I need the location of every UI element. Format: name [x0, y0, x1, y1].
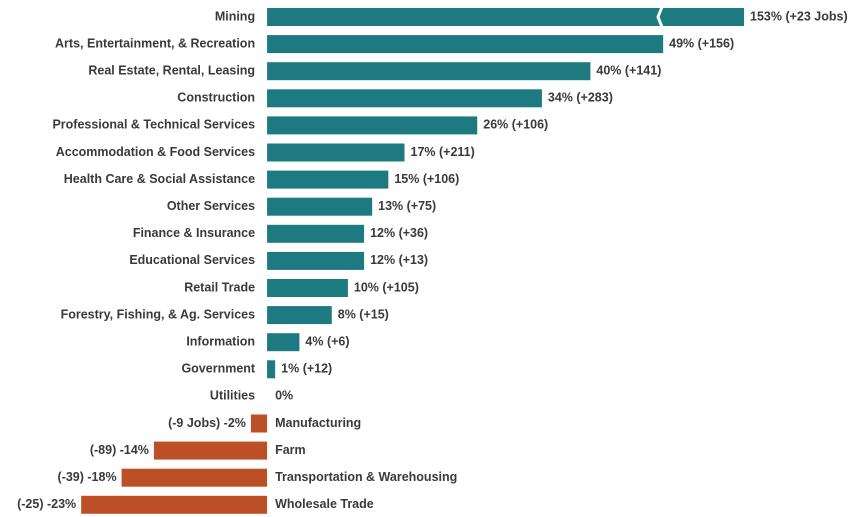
bar: [267, 62, 591, 81]
value-label: 10% (+105): [354, 280, 419, 294]
bar: [267, 360, 276, 379]
value-label: 26% (+106): [483, 118, 548, 132]
category-label: Manufacturing: [275, 416, 361, 430]
bar: [267, 224, 365, 243]
value-label: (-25) -23%: [17, 497, 76, 511]
category-label: Wholesale Trade: [275, 497, 374, 511]
value-label: 4% (+6): [305, 334, 349, 348]
bar: [153, 441, 268, 460]
bar: [267, 251, 365, 270]
axis-break: [656, 6, 664, 28]
category-label: Real Estate, Rental, Leasing: [88, 63, 255, 77]
value-label: 40% (+141): [596, 63, 661, 77]
bar: [267, 8, 744, 26]
value-label: 12% (+13): [370, 253, 428, 267]
bar: [267, 170, 389, 189]
bar: [267, 197, 373, 216]
value-label: 8% (+15): [338, 307, 389, 321]
bar: [267, 116, 478, 135]
value-label: (-39) -18%: [58, 470, 117, 484]
bar: [250, 414, 268, 433]
bar: [81, 495, 268, 514]
category-label: Other Services: [167, 199, 255, 213]
category-label: Professional & Technical Services: [52, 118, 255, 132]
category-label: Utilities: [210, 389, 255, 403]
bar: [267, 143, 405, 162]
category-label: Information: [186, 334, 255, 348]
value-label: (-89) -14%: [90, 443, 149, 457]
category-label: Forestry, Fishing, & Ag. Services: [61, 307, 256, 321]
category-label: Construction: [177, 91, 255, 105]
value-label: 13% (+75): [378, 199, 436, 213]
bar: [267, 333, 300, 352]
category-label: Health Care & Social Assistance: [64, 172, 255, 186]
bar: [267, 89, 542, 108]
bar: [267, 279, 348, 297]
category-label: Retail Trade: [184, 280, 255, 294]
value-label: 1% (+12): [281, 362, 332, 376]
category-label: Farm: [275, 443, 306, 457]
value-label: (-9 Jobs) -2%: [168, 416, 246, 430]
bar: [121, 468, 268, 487]
value-label: 34% (+283): [548, 91, 613, 105]
value-label: 15% (+106): [394, 172, 459, 186]
category-label: Accommodation & Food Services: [56, 145, 255, 159]
value-label: 17% (+211): [411, 145, 475, 159]
bar: [267, 35, 664, 54]
category-label: Transportation & Warehousing: [275, 470, 457, 484]
category-label: Government: [181, 362, 255, 376]
category-label: Mining: [215, 9, 255, 23]
value-label: 0%: [275, 389, 293, 403]
category-label: Finance & Insurance: [133, 226, 255, 240]
value-label: 153% (+23 Jobs): [750, 9, 848, 23]
value-label: 49% (+156): [669, 36, 734, 50]
category-label: Educational Services: [129, 253, 255, 267]
bar: [267, 306, 332, 325]
value-label: 12% (+36): [370, 226, 428, 240]
category-label: Arts, Entertainment, & Recreation: [55, 36, 255, 50]
